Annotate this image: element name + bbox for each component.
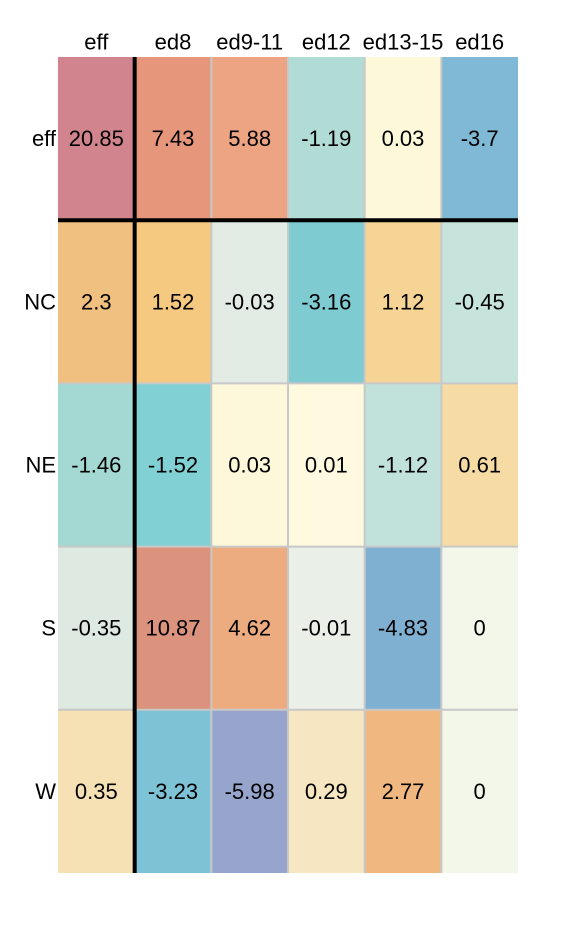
cell-value-label: 1.52 [152, 289, 195, 314]
cell-value-label: 0 [474, 616, 486, 641]
heatmap-cell-NE-ed8 [134, 383, 212, 547]
heatmap-separators [58, 57, 518, 873]
row-label: NE [25, 453, 56, 478]
heatmap-cell-NC-ed9-11 [211, 220, 288, 384]
heatmap-cell-W-eff [58, 709, 135, 873]
cell-value-label: 0.61 [458, 453, 501, 478]
cell-value-label: -1.19 [301, 126, 351, 151]
cell-value-label: 1.12 [382, 289, 425, 314]
row-label: eff [32, 126, 57, 151]
heatmap-cell-S-ed9-11 [211, 546, 288, 710]
cell-value-label: -1.52 [148, 453, 198, 478]
cell-value-label: -3.16 [301, 289, 351, 314]
cell-value-label: 0.35 [75, 779, 118, 804]
heatmap-cell-eff-ed12 [288, 57, 365, 221]
cell-value-label: -1.46 [71, 453, 121, 478]
heatmap-labels: 20.85 7.43 5.88 -1.19 0.03 -3.7 2.3 1.52 -0.03 -3… [24, 30, 505, 804]
heatmap-cell-NC-ed12 [288, 220, 365, 384]
cell-value-label: 20.85 [69, 126, 124, 151]
column-header-label: ed13-15 [363, 30, 444, 55]
cell-value-label: 10.87 [145, 616, 200, 641]
heatmap-cell-W-ed8 [134, 709, 212, 873]
heatmap-cell-eff-ed13-15 [364, 57, 442, 221]
column-header-label: eff [84, 30, 109, 55]
heatmap-cell-S-ed8 [134, 546, 212, 710]
column-header-label: ed9-11 [216, 30, 283, 55]
cell-value-label: 0 [474, 779, 486, 804]
heatmap-cells [58, 57, 518, 873]
cell-value-label: 0.03 [228, 453, 271, 478]
heatmap-cell-NE-ed9-11 [211, 383, 288, 547]
heatmap-cell-NC-ed13-15 [364, 220, 442, 384]
heatmap-cell-eff-ed8 [134, 57, 212, 221]
cell-value-label: 4.62 [228, 616, 271, 641]
heatmap-cell-NE-ed13-15 [364, 383, 442, 547]
cell-value-label: -0.03 [225, 289, 275, 314]
cell-value-label: 0.29 [305, 779, 348, 804]
row-label: NC [24, 289, 56, 314]
cell-value-label: -0.35 [71, 616, 121, 641]
heatmap-cell-W-ed16 [441, 709, 518, 873]
cell-value-label: -1.12 [378, 453, 428, 478]
row-label: S [41, 616, 56, 641]
cell-value-label: -3.23 [148, 779, 198, 804]
cell-value-label: 7.43 [152, 126, 195, 151]
heatmap-cell-eff-ed16 [441, 57, 518, 221]
cell-value-label: -5.98 [225, 779, 275, 804]
cell-value-label: -0.01 [301, 616, 351, 641]
heatmap-cell-NE-ed12 [288, 383, 365, 547]
column-header-label: ed8 [155, 30, 192, 55]
heatmap-cell-eff-eff [58, 57, 135, 221]
cell-value-label: -4.83 [378, 616, 428, 641]
cell-value-label: 2.3 [81, 289, 112, 314]
heatmap-cell-NE-eff [58, 383, 135, 547]
cell-value-label: -3.7 [461, 126, 499, 151]
heatmap-cell-W-ed13-15 [364, 709, 442, 873]
heatmap-cell-S-ed12 [288, 546, 365, 710]
heatmap-cell-NC-eff [58, 220, 135, 384]
column-header-label: ed16 [455, 30, 504, 55]
heatmap-cell-NC-ed16 [441, 220, 518, 384]
cell-value-label: 5.88 [228, 126, 271, 151]
heatmap-cell-W-ed9-11 [211, 709, 288, 873]
heatmap-cell-NC-ed8 [134, 220, 212, 384]
heatmap-cell-eff-ed9-11 [211, 57, 288, 221]
heatmap-cell-S-eff [58, 546, 135, 710]
row-label: W [35, 779, 56, 804]
heatmap-cell-S-ed13-15 [364, 546, 442, 710]
cell-value-label: -0.45 [455, 289, 505, 314]
heatmap-cell-S-ed16 [441, 546, 518, 710]
column-header-label: ed12 [302, 30, 351, 55]
cell-value-label: 0.01 [305, 453, 348, 478]
heatmap-cell-W-ed12 [288, 709, 365, 873]
cell-value-label: 0.03 [382, 126, 425, 151]
heatmap-cell-NE-ed16 [441, 383, 518, 547]
cell-value-label: 2.77 [382, 779, 425, 804]
